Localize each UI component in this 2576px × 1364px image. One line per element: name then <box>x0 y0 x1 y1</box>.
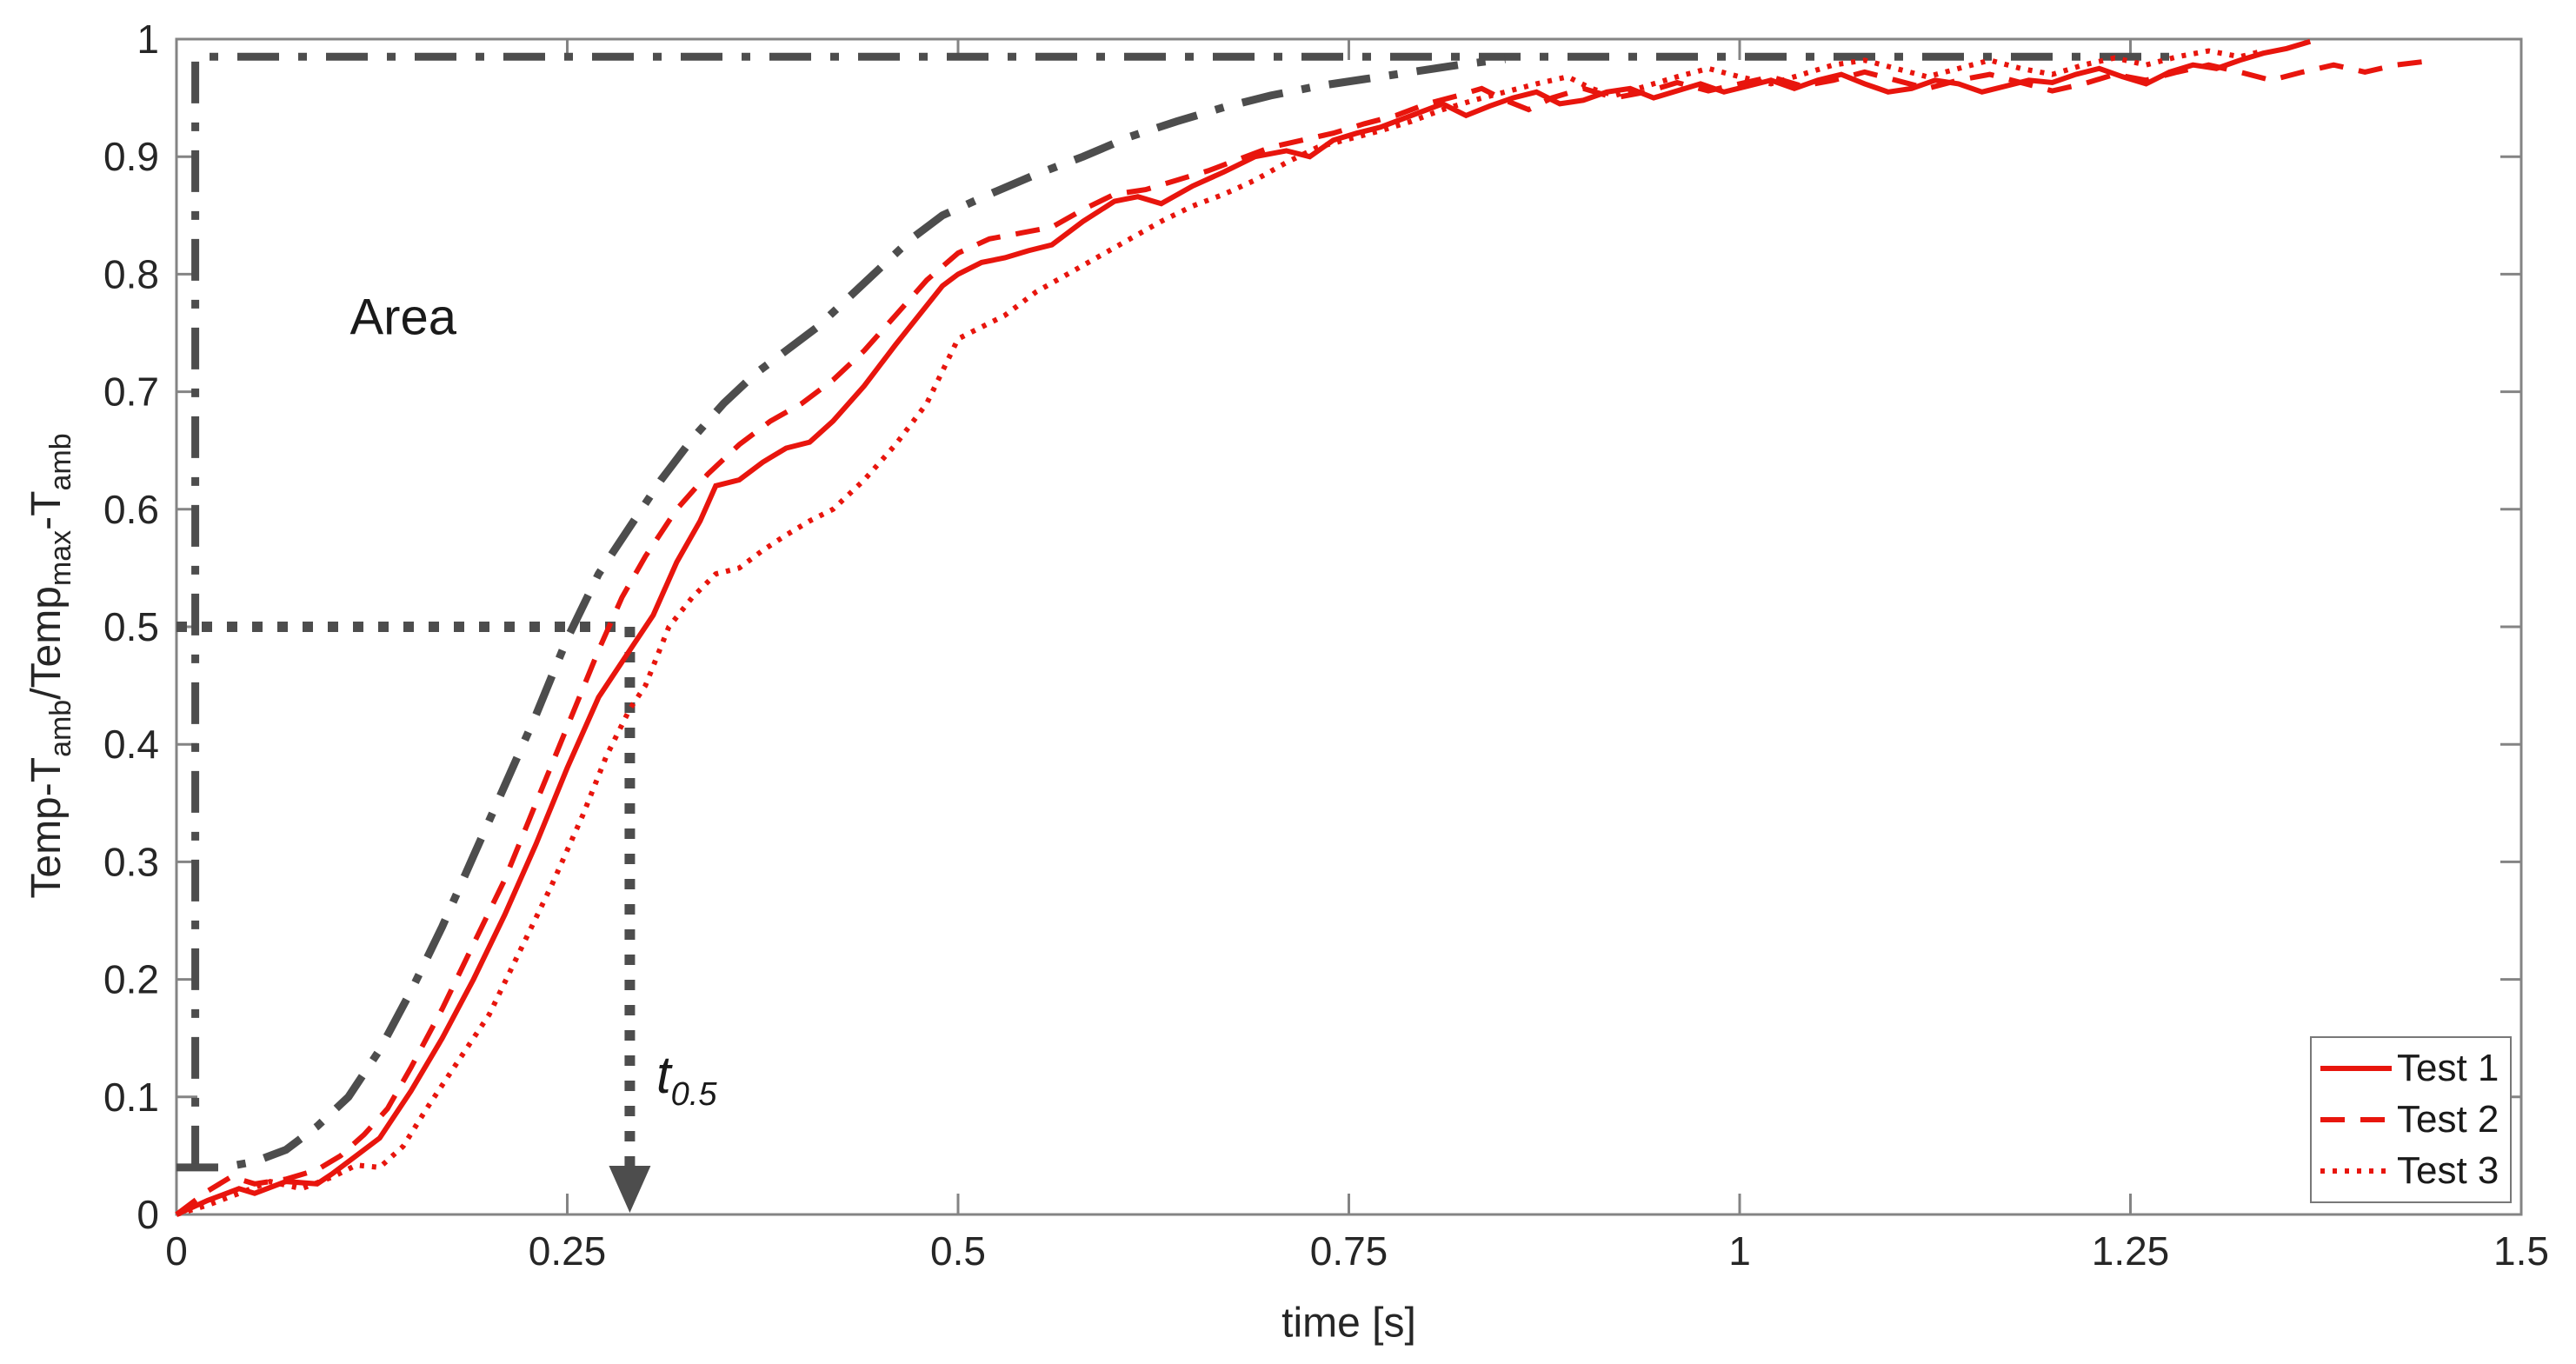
y-tick-label: 0 <box>136 1192 159 1237</box>
y-axis-label-part: /Temp <box>23 586 70 700</box>
plot-border <box>175 37 2523 1216</box>
area-annotation: Area <box>349 289 456 346</box>
x-tick-label: 0 <box>165 1228 188 1274</box>
y-tick-label: 0.1 <box>103 1075 159 1120</box>
y-tick-label: 0.7 <box>103 369 159 415</box>
x-tick-label: 1.5 <box>2493 1228 2549 1274</box>
y-tick-label: 0.8 <box>103 251 159 296</box>
y-axis-label-part: Temp-T <box>23 756 70 899</box>
x-tick-label: 1.25 <box>2092 1228 2170 1274</box>
x-tick-label: 0.25 <box>529 1228 607 1274</box>
x-tick-label: 0.75 <box>1310 1228 1388 1274</box>
legend-label: Test 2 <box>2397 1097 2499 1141</box>
legend-item-test2: Test 2 <box>2319 1098 2503 1141</box>
t05-subscript: 0.5 <box>670 1075 717 1113</box>
x-tick-label: 1 <box>1728 1228 1751 1274</box>
legend-label: Test 1 <box>2397 1047 2499 1090</box>
t05-annotation: t0.5 <box>656 1045 717 1114</box>
y-axis-label-subscript: max <box>44 529 77 587</box>
y-tick-label: 0.9 <box>103 134 159 179</box>
t05-arrowhead-icon <box>609 1166 651 1213</box>
y-axis-label-subscript: amb <box>44 699 77 757</box>
legend-line-solid-icon <box>2319 1062 2393 1075</box>
y-axis-label-part: -T <box>23 490 70 530</box>
series-test-1 <box>175 38 2312 1217</box>
y-tick-label: 0.3 <box>103 839 159 884</box>
series-mean-reference <box>176 55 1506 1172</box>
legend-item-test3: Test 3 <box>2319 1149 2503 1193</box>
series-ideal-step <box>191 52 2178 1168</box>
legend-item-test1: Test 1 <box>2319 1047 2503 1090</box>
y-tick-label: 0.4 <box>103 722 159 767</box>
x-tick-label: 0.5 <box>930 1228 986 1274</box>
y-tick-label: 0.6 <box>103 487 159 532</box>
series-test-3 <box>176 48 2265 1217</box>
legend-line-dashed-icon <box>2319 1114 2393 1126</box>
y-tick-label: 0.2 <box>103 957 159 1002</box>
legend-label: Test 3 <box>2397 1148 2499 1192</box>
y-axis-label-subscript: amb <box>44 433 77 491</box>
series-test-2 <box>175 57 2436 1217</box>
legend-box: Test 1 Test 2 Test 3 <box>2310 1036 2512 1203</box>
y-tick-label: 0.5 <box>103 604 159 649</box>
t05-base: t <box>656 1045 671 1104</box>
x-axis-label: time [s] <box>1281 1300 1416 1347</box>
y-tick-label: 1 <box>136 17 159 62</box>
y-axis-label: Temp-Tamb/Tempmax-Tamb <box>23 433 78 898</box>
legend-line-dotted-icon <box>2319 1165 2393 1177</box>
